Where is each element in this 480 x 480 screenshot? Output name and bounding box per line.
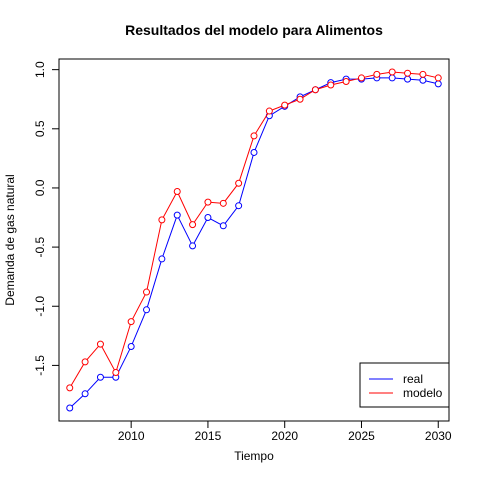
data-point-modelo <box>357 74 365 82</box>
x-tick-label: 2025 <box>348 429 375 443</box>
y-tick-label: -1.5 <box>33 355 47 376</box>
series-line-modelo <box>69 71 439 389</box>
y-tick-label: 0.0 <box>33 179 47 196</box>
data-point-real <box>96 373 104 381</box>
data-point-real <box>388 74 396 82</box>
data-point-modelo <box>127 318 135 326</box>
data-point-modelo <box>281 101 289 109</box>
data-point-real <box>66 404 74 412</box>
data-point-real <box>235 202 243 210</box>
data-point-real <box>250 148 258 156</box>
legend-label-modelo: modelo <box>403 386 443 400</box>
y-tick-label: -1.0 <box>33 296 47 317</box>
y-axis: -1.5 -1.0 -0.5 0.0 0.5 1.0 <box>33 61 60 376</box>
data-point-modelo <box>143 288 151 296</box>
data-point-modelo <box>112 368 120 376</box>
data-point-modelo <box>81 358 89 366</box>
data-point-real <box>173 211 181 219</box>
data-point-modelo <box>96 340 104 348</box>
data-point-modelo <box>204 198 212 206</box>
data-point-modelo <box>66 384 74 392</box>
data-point-modelo <box>296 95 304 103</box>
data-point-modelo <box>388 68 396 76</box>
data-point-modelo <box>173 187 181 195</box>
data-point-real <box>404 75 412 83</box>
data-point-modelo <box>311 86 319 94</box>
series-layer <box>66 68 442 412</box>
data-point-modelo <box>327 81 335 89</box>
data-point-real <box>127 342 135 350</box>
data-point-real <box>219 222 227 230</box>
data-point-modelo <box>342 77 350 85</box>
x-axis: 2010 2015 2020 2025 2030 <box>118 420 452 443</box>
x-axis-label: Tiempo <box>234 449 274 463</box>
series-line-real <box>69 77 439 409</box>
data-point-modelo <box>373 70 381 78</box>
data-point-modelo <box>219 199 227 207</box>
x-tick-label: 2010 <box>118 429 145 443</box>
x-tick-label: 2020 <box>271 429 298 443</box>
data-point-modelo <box>404 69 412 77</box>
y-tick-label: -0.5 <box>33 236 47 257</box>
data-point-real <box>419 76 427 84</box>
data-point-modelo <box>235 179 243 187</box>
data-point-modelo <box>265 107 273 115</box>
data-point-modelo <box>158 216 166 224</box>
data-point-modelo <box>250 132 258 140</box>
data-point-modelo <box>189 221 197 229</box>
data-point-modelo <box>434 74 442 82</box>
x-tick-label: 2015 <box>195 429 222 443</box>
data-point-real <box>434 80 442 88</box>
data-point-real <box>189 242 197 250</box>
y-tick-label: 1.0 <box>33 61 47 78</box>
chart-title: Resultados del modelo para Alimentos <box>125 22 383 38</box>
series-modelo <box>66 68 442 392</box>
x-tick-label: 2030 <box>425 429 452 443</box>
data-point-modelo <box>419 70 427 78</box>
data-point-real <box>81 390 89 398</box>
data-point-real <box>143 306 151 314</box>
data-point-real <box>204 214 212 222</box>
legend-label-real: real <box>403 372 423 386</box>
legend-box <box>359 362 450 408</box>
y-axis-label: Demanda de gas natural <box>3 174 17 305</box>
y-tick-label: 0.5 <box>33 120 47 137</box>
data-point-real <box>158 255 166 263</box>
series-real <box>66 74 442 412</box>
